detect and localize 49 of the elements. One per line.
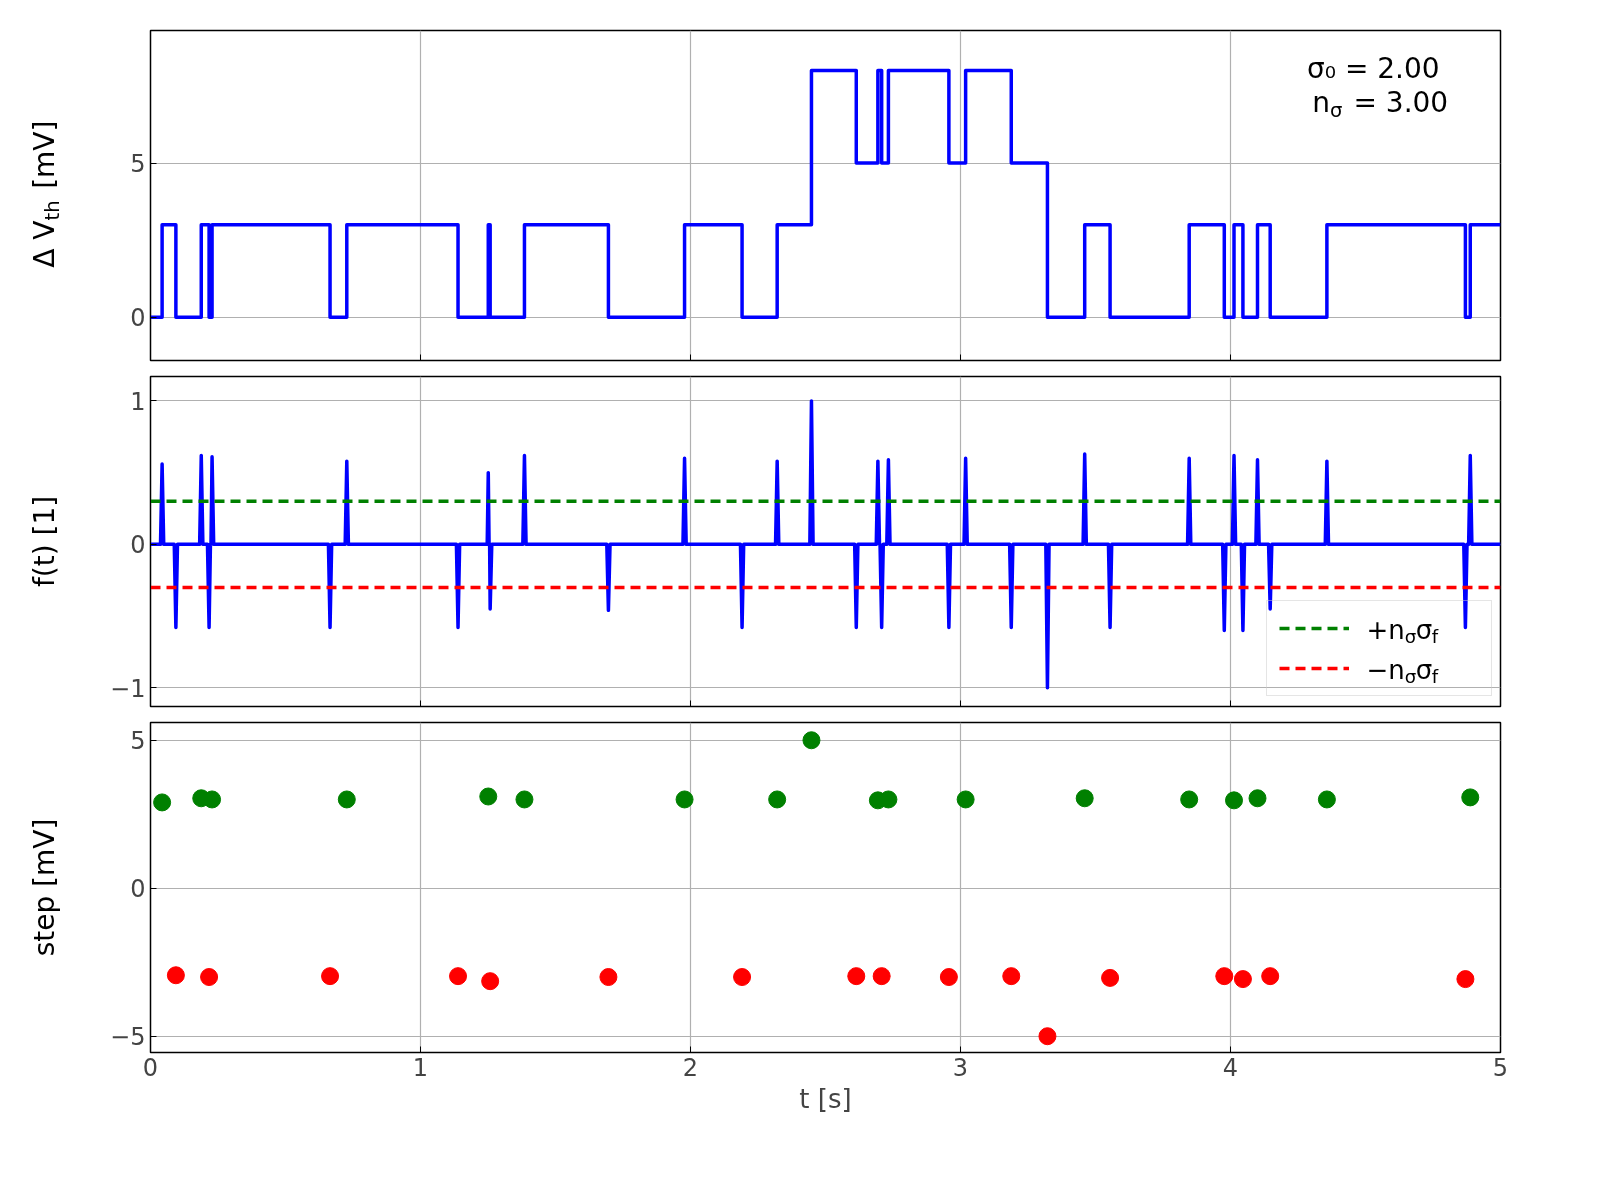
y-axis-title: step [mV] — [28, 818, 61, 957]
point — [1261, 967, 1280, 986]
point — [599, 968, 618, 987]
y-tick-label: 5 — [130, 727, 146, 756]
x-tick-label: 1 — [412, 1053, 429, 1082]
y-tick-label: 0 — [130, 531, 146, 560]
x-tick-label: 4 — [1222, 1053, 1239, 1082]
point — [956, 790, 975, 809]
point — [449, 967, 468, 986]
y-tick-label: 0 — [130, 304, 146, 333]
y-axis-title: Δ Vth [mV] — [28, 120, 64, 268]
point — [479, 787, 498, 806]
point — [166, 966, 185, 985]
point — [1317, 790, 1336, 809]
point — [1101, 968, 1120, 987]
point — [200, 968, 219, 987]
point — [1456, 970, 1475, 989]
y-tick-label: 5 — [130, 150, 146, 179]
point — [939, 968, 958, 987]
point — [872, 967, 891, 986]
point — [847, 967, 866, 986]
point — [802, 731, 821, 750]
y-tick-label: 1 — [130, 387, 146, 416]
point — [1225, 791, 1244, 810]
point — [1215, 967, 1234, 986]
point — [1075, 789, 1094, 808]
point — [733, 968, 752, 987]
point — [1248, 789, 1267, 808]
y-tick-label: 0 — [130, 875, 146, 904]
x-axis-title: t [s] — [799, 1083, 852, 1114]
point — [337, 790, 356, 809]
point — [768, 790, 787, 809]
point — [1002, 967, 1021, 986]
point — [1180, 790, 1199, 809]
y-axis-title: f(t) [1] — [28, 495, 61, 588]
point — [153, 793, 172, 812]
x-tick-label: 5 — [1492, 1053, 1509, 1082]
point — [481, 972, 500, 991]
y-tick-label: −1 — [110, 674, 146, 703]
point — [321, 967, 340, 986]
y-tick-label: −5 — [110, 1023, 146, 1052]
point — [1233, 970, 1252, 989]
annotation: σ₀ = 2.00 — [1307, 52, 1440, 85]
point — [1038, 1027, 1057, 1046]
x-tick-label: 3 — [952, 1053, 969, 1082]
point — [515, 790, 534, 809]
point — [675, 790, 694, 809]
point — [1461, 788, 1480, 807]
x-tick-label: 2 — [682, 1053, 699, 1082]
